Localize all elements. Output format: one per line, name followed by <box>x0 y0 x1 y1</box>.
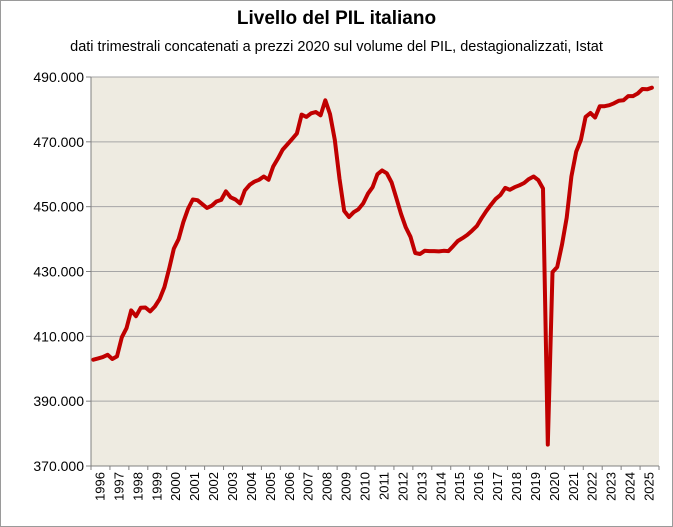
y-tick-label: 410.000 <box>33 328 84 344</box>
x-tick-label: 2012 <box>395 472 410 501</box>
gridlines <box>91 76 659 402</box>
x-tick-label: 2009 <box>339 472 354 501</box>
x-tick-label: 2001 <box>187 472 202 501</box>
y-tick-label: 450.000 <box>33 199 84 215</box>
x-tick-label: 2017 <box>490 472 505 501</box>
x-tick-label: 2007 <box>301 472 316 501</box>
x-tick-label: 2022 <box>585 472 600 501</box>
x-tick-label: 1998 <box>130 472 145 501</box>
y-tick-label: 390.000 <box>33 393 84 409</box>
y-axis-ticks: 370.000 390.000 410.000 430.000 450.000 470.0… <box>33 69 91 474</box>
x-tick-label: 2013 <box>414 472 429 501</box>
x-tick-label: 2006 <box>282 472 297 501</box>
y-tick-label: 490.000 <box>33 69 84 85</box>
x-tick-label: 2016 <box>471 472 486 501</box>
x-tick-label: 2010 <box>358 472 373 501</box>
x-tick-label: 1996 <box>92 472 107 501</box>
x-tick-label: 2024 <box>623 472 638 501</box>
series-line-pil <box>91 85 654 447</box>
x-tick-label: 2025 <box>642 472 657 501</box>
x-tick-label: 2004 <box>244 472 259 501</box>
x-tick-label: 1999 <box>149 472 164 501</box>
chart-subtitle: dati trimestrali concatenati a prezzi 20… <box>70 39 603 55</box>
x-tick-label: 2021 <box>566 472 581 501</box>
x-tick-label: 2005 <box>263 472 278 501</box>
y-tick-label: 430.000 <box>33 264 84 280</box>
x-tick-label: 2008 <box>320 472 335 501</box>
x-tick-label: 2002 <box>206 472 221 501</box>
x-axis-ticks: 1996 1997 1998 1999 2000 2001 2002 2003 2004 2005… <box>90 466 660 501</box>
x-tick-label: 2023 <box>604 472 619 501</box>
x-tick-label: 2000 <box>168 472 183 501</box>
x-tick-label: 2019 <box>528 472 543 501</box>
y-tick-label: 370.000 <box>33 458 84 474</box>
x-tick-label: 2011 <box>376 472 391 500</box>
x-tick-label: 1997 <box>111 472 126 501</box>
x-tick-label: 2014 <box>433 472 448 501</box>
series-layer <box>91 85 654 447</box>
y-tick-label: 470.000 <box>33 134 84 150</box>
x-tick-label: 2020 <box>547 472 562 501</box>
x-tick-label: 2015 <box>452 472 467 501</box>
x-tick-label: 2018 <box>509 472 524 501</box>
x-tick-label: 2003 <box>225 472 240 501</box>
chart-title: Livello del PIL italiano <box>236 8 437 29</box>
